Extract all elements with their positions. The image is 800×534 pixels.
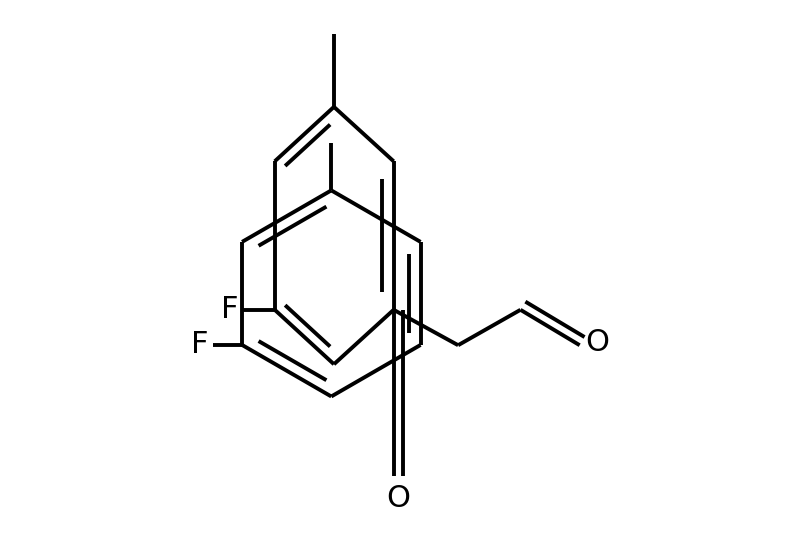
Text: O: O xyxy=(386,484,410,513)
Text: F: F xyxy=(222,295,239,324)
Text: O: O xyxy=(585,328,609,357)
Text: F: F xyxy=(191,331,209,359)
